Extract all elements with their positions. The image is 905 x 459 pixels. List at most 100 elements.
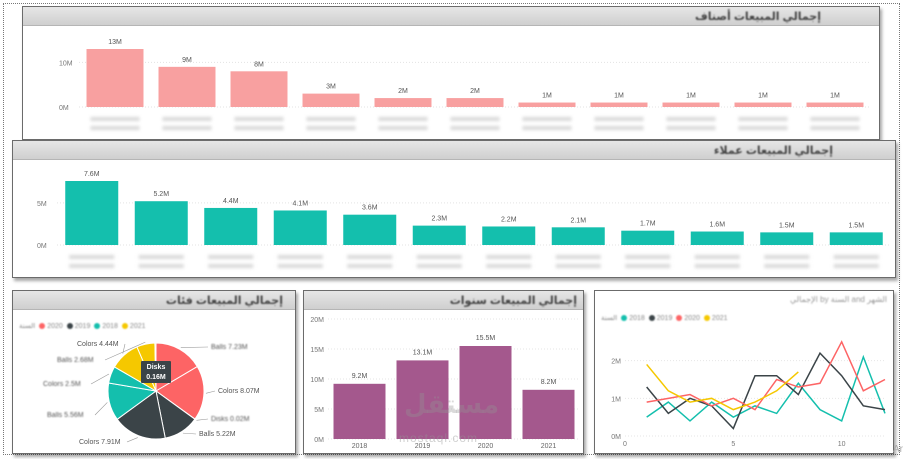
bar (343, 214, 397, 245)
x-tick-label: 10 (838, 441, 846, 448)
series-line (646, 354, 886, 423)
category-label-obscured (378, 117, 428, 121)
legend-item[interactable]: 2020 (676, 315, 700, 322)
legend-swatch (94, 323, 101, 329)
bar (230, 71, 288, 107)
category-label-obscured (69, 264, 115, 268)
category-label-obscured (69, 255, 115, 259)
y-tick-label: 1M (611, 396, 621, 403)
bar-data-label: 7.6M (84, 171, 100, 178)
legend-swatch (121, 323, 128, 329)
series-line (646, 340, 886, 411)
legend-swatch (621, 315, 628, 321)
category-label-obscured (810, 126, 860, 130)
legend-label: 2021 (711, 314, 728, 322)
legend-swatch (66, 323, 73, 329)
legend-item[interactable]: 2020 (39, 323, 63, 330)
pie-leader-line (182, 432, 197, 435)
panel-titlebar: إجمالي المبيعات أصناف (23, 7, 879, 26)
legend-label: 2020 (47, 322, 63, 330)
legend-title: السنة (601, 315, 618, 322)
bar-data-label: 5.2M (153, 191, 169, 198)
category-label-obscured (486, 264, 532, 268)
legend-item[interactable]: 2021 (121, 322, 146, 330)
legend-label: 2018 (629, 314, 645, 322)
bar-data-label: 1.5M (779, 222, 795, 229)
legend-item[interactable]: 2019 (648, 314, 673, 322)
bar-data-label: 1.7M (640, 221, 656, 228)
bar-data-label: 13.1M (413, 349, 433, 356)
watermark-text: مستقل (404, 389, 500, 419)
pie-leader-line (205, 390, 216, 394)
watermark-url: mostaql.com (399, 431, 479, 445)
category-label-obscured (208, 255, 254, 259)
category-label-obscured (378, 126, 428, 130)
bar (134, 201, 188, 245)
y-tick-label: 10M (310, 377, 324, 384)
legend-item[interactable]: 2019 (66, 323, 90, 330)
legend-label: 2019 (656, 314, 673, 322)
bar-data-label: 3M (326, 84, 336, 91)
category-label-obscured (764, 264, 810, 268)
y-tick-label: 2M (611, 359, 621, 366)
category-label-obscured (416, 255, 462, 259)
legend-item[interactable]: 2018 (621, 315, 645, 322)
y-tick-label: 20M (310, 317, 324, 324)
legend-label: 2021 (129, 322, 146, 330)
pie-leader-line (180, 346, 209, 348)
bar-data-label: 13M (108, 39, 122, 46)
corner-text: Ar (893, 444, 903, 455)
y-tick-label: 0M (59, 105, 69, 112)
bar-data-label: 2.1M (570, 217, 586, 224)
pie-legend: السنة 2020 2019 2018 2021 (19, 322, 146, 331)
pie-slice-label: Colors 8.07M (218, 388, 260, 395)
panel-total-by-year-month[interactable]: الإجمالي by السنة and الشهر السنة 2018 2… (594, 290, 894, 454)
category-label-obscured (306, 126, 356, 130)
y-tick-label: 10M (59, 60, 73, 67)
y-tick-label: 0M (611, 434, 621, 441)
pie-slice-label: Balls 7.23M (211, 344, 248, 351)
panel-title: إجمالي المبيعات سنوات (449, 295, 577, 307)
category-label-obscured (833, 264, 879, 268)
category-label-obscured (234, 117, 284, 121)
category-label-obscured (162, 126, 212, 130)
pie-leader-line (126, 437, 138, 443)
pie-tooltip-value: 0.16M (146, 374, 166, 381)
legend-item[interactable]: 2018 (94, 323, 118, 330)
bar (459, 346, 512, 439)
pie-slice-label: Balls 2.68M (57, 357, 94, 364)
y-tick-label: 5M (314, 407, 324, 414)
bar (551, 227, 605, 245)
category-label-obscured (694, 255, 740, 259)
category-label-obscured (594, 126, 644, 130)
pie-slice-label: Disks 0.02M (211, 416, 250, 423)
bar (734, 102, 792, 107)
pie-slice-label: Colors 4.44M (77, 341, 119, 348)
category-label-obscured (277, 255, 323, 259)
legend-item[interactable]: 2021 (703, 314, 728, 322)
panel-sales-by-customer[interactable]: إجمالي المبيعات عملاء 5M 0M 7.6M 5.2M 4.4M 4.… (12, 140, 896, 278)
bar-data-label: 2M (398, 88, 408, 95)
bar (590, 102, 648, 107)
bar-data-label: 2.2M (501, 216, 517, 223)
bar (273, 210, 327, 245)
panel-sales-by-year[interactable]: إجمالي المبيعات سنوات 20M 15M 10M 5M 0M 9.2M 2… (303, 290, 584, 454)
panel-titlebar: إجمالي المبيعات فئات (13, 291, 295, 310)
legend-title: السنة (19, 323, 36, 330)
pie-slice-label: Balls 5.56M (47, 412, 84, 419)
category-label-obscured (555, 255, 601, 259)
y-tick-label: 15M (310, 347, 324, 354)
legend-swatch (703, 315, 710, 321)
legend-label: 2018 (102, 322, 118, 330)
chart-sales-by-category: Balls 7.23M Colors 8.07M Disks 0.02M Balls … (43, 341, 260, 446)
bar-data-label: 8.2M (541, 379, 557, 386)
x-tick-label: 2021 (541, 443, 557, 450)
panel-sales-by-category[interactable]: إجمالي المبيعات فئات السنة 2020 2019 201… (12, 290, 296, 454)
bar (396, 360, 449, 439)
category-label-obscured (162, 117, 212, 121)
x-tick-label: 2020 (478, 443, 494, 450)
panel-titlebar: إجمالي المبيعات سنوات (304, 291, 583, 310)
panel-sales-by-product[interactable]: إجمالي المبيعات أصناف 10M 0M 13M 9M 8M 3M 2M 2M… (22, 6, 880, 140)
category-label-obscured (625, 255, 671, 259)
category-label-obscured (694, 264, 740, 268)
